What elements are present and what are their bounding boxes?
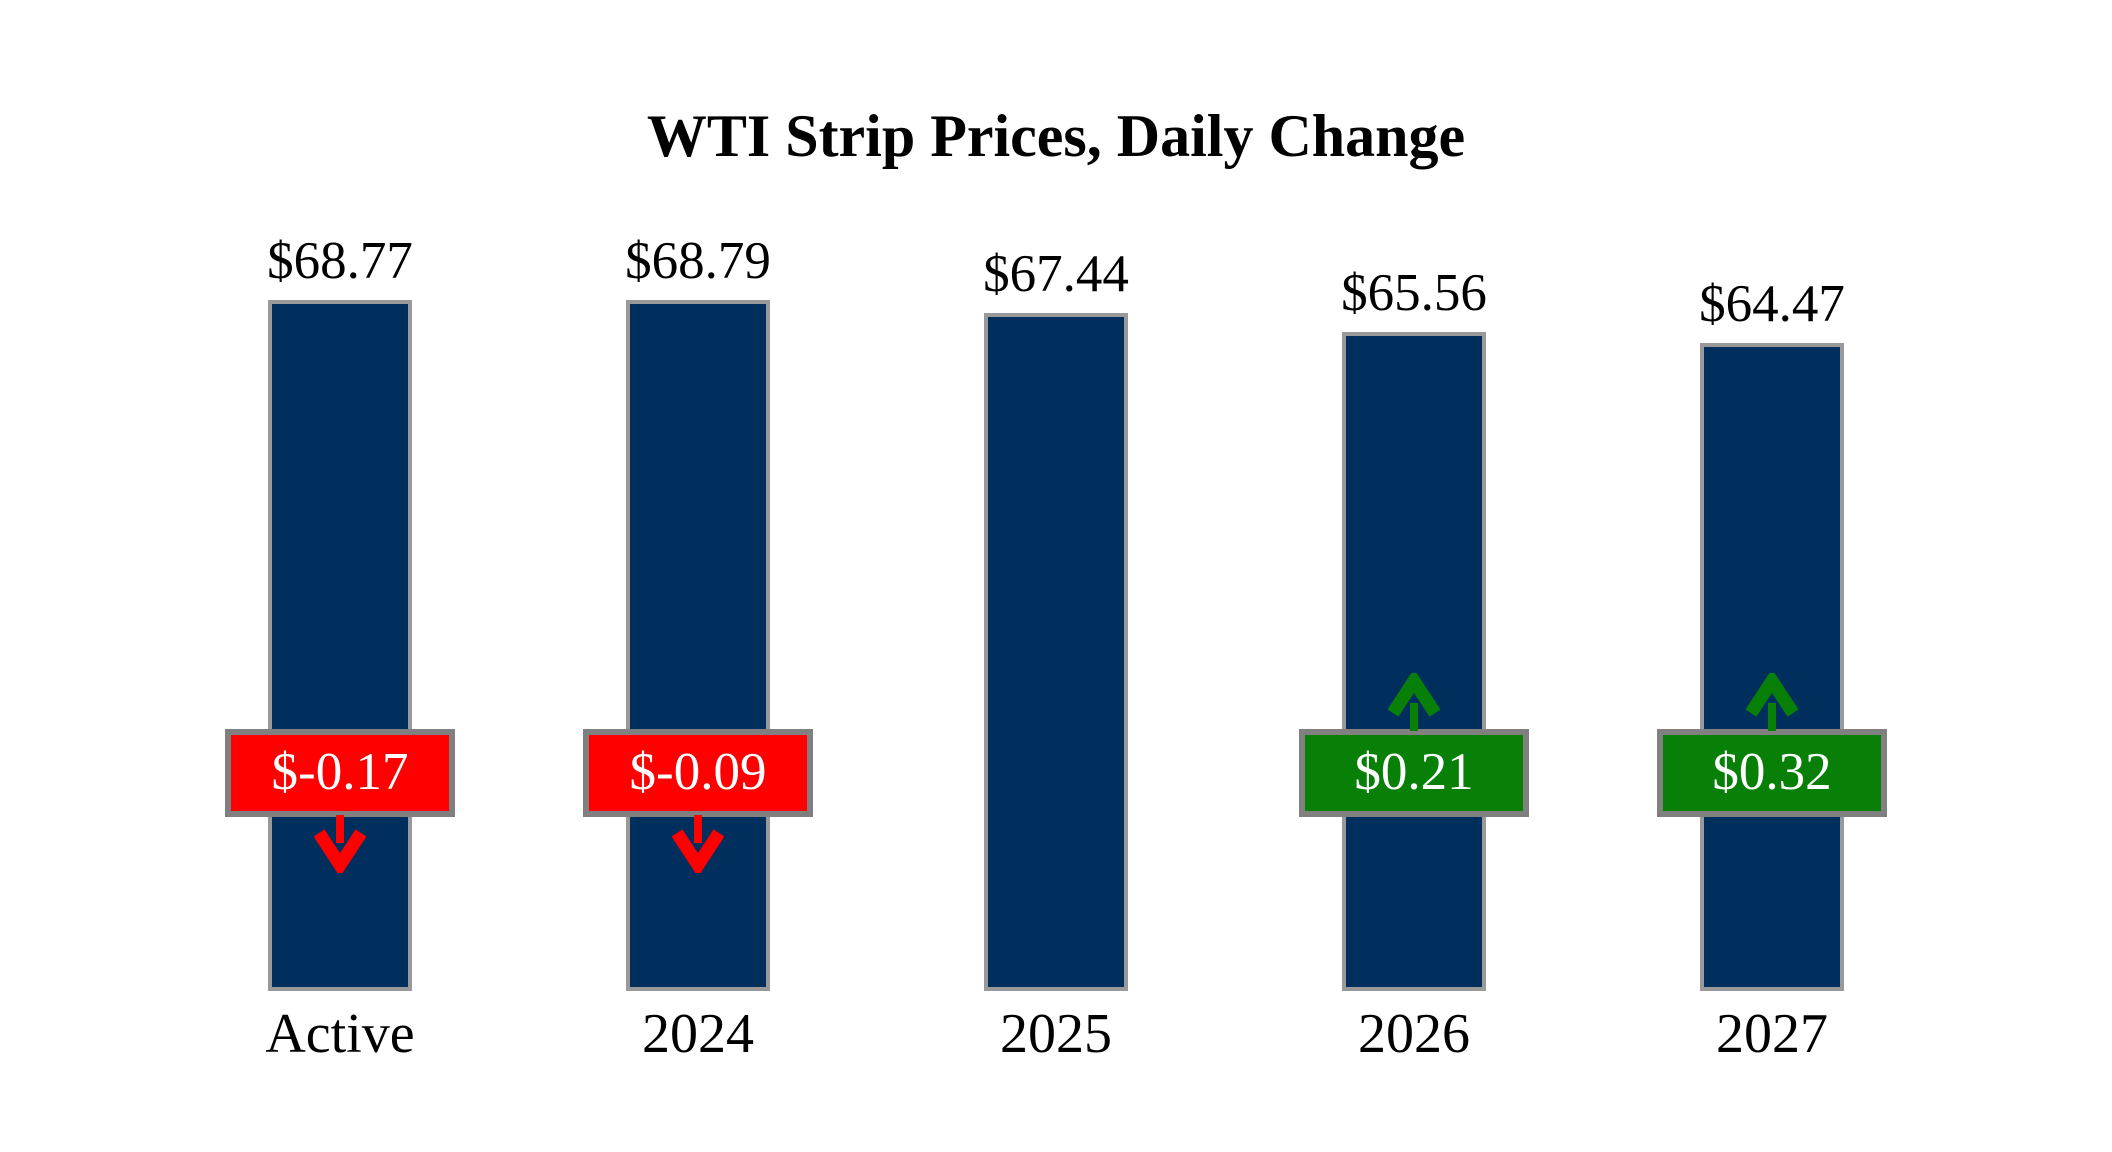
down-arrow-icon bbox=[671, 815, 725, 877]
daily-change-badge-positive: $0.21 bbox=[1299, 729, 1529, 817]
price-label: $67.44 bbox=[983, 245, 1129, 303]
price-bar bbox=[1342, 332, 1486, 991]
daily-change-badge-negative: $-0.17 bbox=[225, 729, 455, 817]
category-label: 2027 bbox=[1716, 1003, 1828, 1065]
category-label: Active bbox=[265, 1003, 415, 1065]
price-bar bbox=[1700, 343, 1844, 991]
price-label: $68.79 bbox=[625, 232, 771, 290]
price-bar bbox=[984, 313, 1128, 991]
down-arrow-icon bbox=[313, 815, 367, 877]
up-arrow-icon bbox=[1387, 669, 1441, 731]
daily-change-badge-positive: $0.32 bbox=[1657, 729, 1887, 817]
up-arrow-icon bbox=[1745, 669, 1799, 731]
price-label: $65.56 bbox=[1341, 264, 1487, 322]
category-label: 2026 bbox=[1358, 1003, 1470, 1065]
chart-title: WTI Strip Prices, Daily Change bbox=[646, 103, 1466, 169]
price-label: $64.47 bbox=[1699, 275, 1845, 333]
price-bar bbox=[268, 300, 412, 991]
price-bar bbox=[626, 300, 770, 991]
daily-change-badge-negative: $-0.09 bbox=[583, 729, 813, 817]
price-label: $68.77 bbox=[267, 232, 413, 290]
category-label: 2024 bbox=[642, 1003, 754, 1065]
category-label: 2025 bbox=[1000, 1003, 1112, 1065]
